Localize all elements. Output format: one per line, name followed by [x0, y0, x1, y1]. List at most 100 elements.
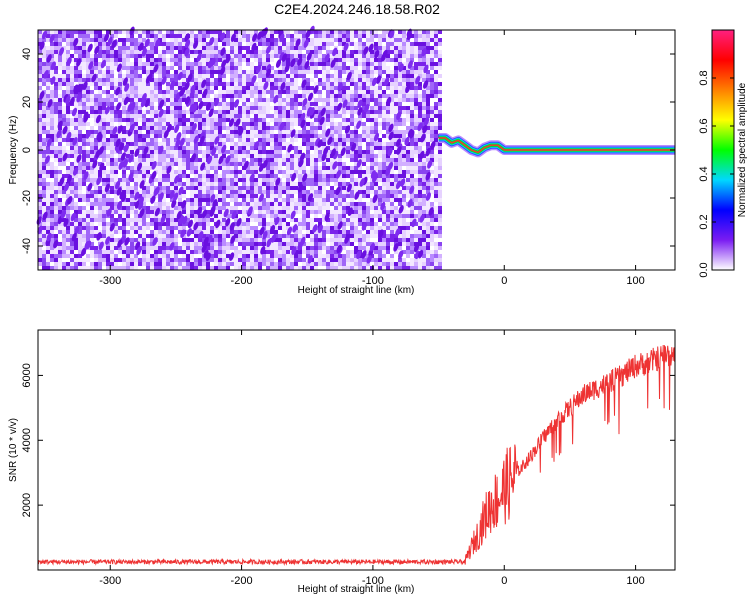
noise-cell	[282, 202, 286, 206]
noise-cell	[254, 262, 258, 266]
noise-cell	[374, 98, 378, 102]
noise-cell	[126, 154, 130, 158]
noise-cell	[282, 210, 286, 214]
noise-cell	[62, 134, 66, 138]
noise-cell	[242, 174, 246, 178]
noise-cell	[218, 242, 222, 246]
noise-cell	[398, 34, 402, 38]
noise-cell	[366, 50, 370, 54]
noise-cell	[366, 174, 370, 178]
noise-cell	[358, 242, 362, 246]
noise-cell	[74, 46, 78, 50]
noise-cell	[306, 170, 310, 174]
noise-cell	[350, 58, 354, 62]
noise-cell	[374, 266, 378, 270]
noise-cell	[342, 266, 346, 270]
noise-cell	[146, 118, 150, 122]
noise-cell	[326, 170, 330, 174]
noise-cell	[378, 62, 382, 66]
noise-cell	[282, 190, 286, 194]
noise-cell	[162, 90, 166, 94]
noise-cell	[254, 154, 258, 158]
noise-cell	[238, 114, 242, 118]
noise-cell	[226, 226, 230, 230]
noise-cell	[182, 170, 186, 174]
noise-cell	[250, 50, 254, 54]
noise-cell	[114, 150, 118, 154]
noise-cell	[354, 42, 358, 46]
noise-cell	[350, 102, 354, 106]
noise-cell	[326, 266, 330, 270]
noise-cell	[190, 238, 194, 242]
noise-cell	[310, 130, 314, 134]
noise-cell	[194, 246, 198, 250]
noise-cell	[370, 222, 374, 226]
noise-cell	[214, 114, 218, 118]
noise-cell	[82, 198, 86, 202]
noise-cell	[158, 166, 162, 170]
noise-cell	[206, 186, 210, 190]
noise-cell	[186, 206, 190, 210]
noise-cell	[130, 82, 134, 86]
noise-cell	[382, 170, 386, 174]
noise-cell	[218, 58, 222, 62]
noise-cell	[242, 254, 246, 258]
noise-cell	[186, 250, 190, 254]
noise-cell	[342, 214, 346, 218]
noise-cell	[146, 254, 150, 258]
noise-cell	[186, 70, 190, 74]
noise-cell	[166, 94, 170, 98]
noise-cell	[358, 114, 362, 118]
noise-cell	[278, 202, 282, 206]
noise-cell	[282, 226, 286, 230]
noise-cell	[50, 106, 54, 110]
noise-cell	[166, 222, 170, 226]
noise-cell	[106, 138, 110, 142]
noise-cell	[58, 98, 62, 102]
noise-cell	[278, 110, 282, 114]
noise-cell	[106, 190, 110, 194]
noise-cell	[246, 178, 250, 182]
noise-cell	[170, 78, 174, 82]
noise-cell	[318, 194, 322, 198]
noise-cell	[226, 202, 230, 206]
noise-cell	[158, 246, 162, 250]
noise-cell	[266, 178, 270, 182]
noise-cell	[386, 110, 390, 114]
noise-cell	[62, 50, 66, 54]
noise-cell	[122, 130, 126, 134]
noise-cell	[126, 246, 130, 250]
noise-cell	[318, 50, 322, 54]
noise-cell	[222, 54, 226, 58]
noise-cell	[246, 234, 250, 238]
noise-cell	[66, 78, 70, 82]
noise-cell	[242, 198, 246, 202]
noise-cell	[226, 182, 230, 186]
noise-cell	[242, 110, 246, 114]
noise-cell	[362, 210, 366, 214]
noise-cell	[378, 66, 382, 70]
noise-cell	[338, 258, 342, 262]
noise-cell	[158, 230, 162, 234]
noise-cell	[74, 74, 78, 78]
noise-cell	[62, 122, 66, 126]
noise-cell	[210, 174, 214, 178]
noise-cell	[54, 226, 58, 230]
noise-cell	[110, 126, 114, 130]
noise-cell	[50, 238, 54, 242]
noise-cell	[202, 118, 206, 122]
noise-cell	[370, 214, 374, 218]
noise-cell	[170, 114, 174, 118]
noise-cell	[46, 218, 50, 222]
noise-cell	[374, 166, 378, 170]
noise-cell	[234, 30, 238, 34]
noise-cell	[342, 34, 346, 38]
noise-cell	[130, 110, 134, 114]
noise-cell	[310, 134, 314, 138]
noise-cell	[150, 266, 154, 270]
noise-cell	[326, 150, 330, 154]
noise-cell	[366, 238, 370, 242]
noise-cell	[338, 242, 342, 246]
noise-cell	[338, 154, 342, 158]
noise-cell	[110, 110, 114, 114]
